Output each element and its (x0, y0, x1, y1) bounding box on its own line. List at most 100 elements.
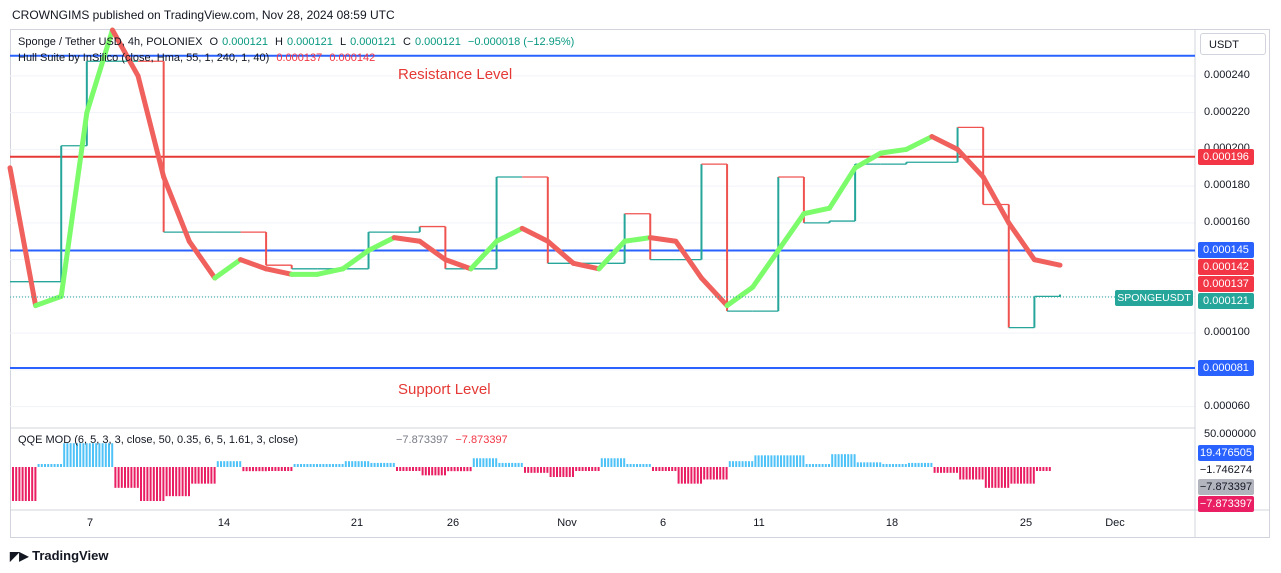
hull-segment (263, 266, 295, 277)
qqe-bar (1007, 467, 1010, 488)
qqe-bar (469, 467, 472, 472)
qqe-bar (428, 467, 430, 476)
qqe-bar (629, 464, 632, 467)
qqe-bar (386, 462, 389, 467)
qqe-bar (271, 467, 274, 471)
hull-segment (750, 247, 781, 290)
qqe-bar (47, 464, 50, 467)
qqe-bar (239, 461, 242, 467)
qqe-bar (860, 462, 862, 467)
qqe-bar (312, 464, 315, 467)
qqe-bar (296, 464, 299, 467)
high-label: H (275, 36, 283, 48)
hull-segment (7, 165, 39, 309)
price-tick-label: 0.000160 (1204, 215, 1250, 228)
qqe-bar (904, 464, 907, 467)
qqe-bar (892, 464, 894, 467)
qqe-bar (412, 467, 414, 471)
qqe-bar (188, 467, 190, 497)
tradingview-logo[interactable]: ◤▶ TradingView (10, 548, 108, 563)
hull-segment (109, 27, 141, 79)
qqe-bar (277, 467, 280, 471)
qqe-bar (725, 467, 728, 480)
qqe-bar (111, 443, 114, 467)
qqe-bar (997, 467, 1000, 488)
qqe-bar (485, 458, 488, 467)
qqe-bar (434, 467, 437, 476)
qqe-bar (744, 461, 747, 467)
qqe-bar (424, 467, 427, 476)
qqe-bar (476, 458, 478, 467)
hull-segment (878, 146, 909, 156)
qqe-bar (869, 462, 872, 467)
qqe-bar (517, 462, 520, 467)
qqe-bar (162, 467, 165, 501)
hull-segment (596, 238, 628, 272)
currency-button[interactable]: USDT (1200, 33, 1266, 55)
hull-segment (237, 257, 269, 272)
qqe-bar (972, 467, 974, 480)
qqe-bar (674, 467, 677, 471)
qqe-bar (194, 467, 197, 484)
qqe-bar (431, 467, 434, 476)
qqe-bar (655, 467, 658, 471)
qqe-bar (140, 467, 142, 501)
qqe-bar (456, 467, 459, 472)
indicator-value-2: 0.000142 (329, 52, 376, 64)
qqe-bar (671, 467, 674, 471)
qqe-bar (837, 454, 840, 467)
qqe-bar (876, 462, 878, 467)
grid (10, 75, 1195, 408)
qqe-bar (303, 464, 306, 467)
qqe-bar (204, 467, 206, 484)
qqe-bar (604, 458, 606, 467)
qqe-bar (159, 467, 162, 501)
qqe-bar (981, 467, 984, 480)
qqe-bar (421, 467, 424, 476)
qqe-bar (373, 462, 376, 467)
qqe-bar (175, 467, 178, 497)
qqe-bar (735, 461, 738, 467)
qqe-bar (863, 462, 866, 467)
qqe-bar (584, 467, 587, 471)
qqe-bar (594, 467, 597, 471)
qqe-bar (338, 464, 341, 467)
hull-segment (391, 235, 423, 244)
qqe-bar (696, 467, 699, 484)
hull-segment (955, 146, 986, 180)
qqe-bar (447, 467, 450, 472)
qqe-bar (501, 462, 504, 467)
step-series (10, 60, 1061, 329)
price-tag: 0.000142 (1198, 259, 1254, 276)
hull-segment (186, 238, 218, 281)
hull-segment (33, 293, 64, 309)
qqe-bar (440, 467, 443, 476)
qqe-bar (821, 464, 824, 467)
qqe-bar (274, 467, 277, 471)
qqe-bar (322, 464, 325, 467)
qqe-bar (959, 467, 962, 480)
qqe-bar (885, 464, 888, 467)
price-tick-label: 0.000180 (1204, 179, 1250, 192)
hull-segment (417, 238, 448, 263)
qqe-bar (149, 467, 152, 501)
qqe-bar (127, 467, 130, 488)
qqe-bar (76, 443, 78, 467)
qqe-bar (812, 464, 814, 467)
qqe-bar (191, 467, 194, 484)
qqe-bar (543, 467, 546, 473)
hull-segment (852, 150, 884, 171)
hull-segment (647, 235, 679, 244)
qqe-bar (866, 462, 869, 467)
qqe-bar (748, 461, 750, 467)
qqe-bar (463, 467, 466, 472)
time-tick-label: 11 (753, 517, 765, 529)
qqe-bar (533, 467, 536, 473)
qqe-bar (498, 462, 501, 467)
qqe-bar (85, 443, 88, 467)
qqe-bar (719, 467, 722, 480)
qqe-bar (399, 467, 402, 471)
qqe-bar (623, 458, 626, 467)
qqe-bar (930, 462, 933, 467)
